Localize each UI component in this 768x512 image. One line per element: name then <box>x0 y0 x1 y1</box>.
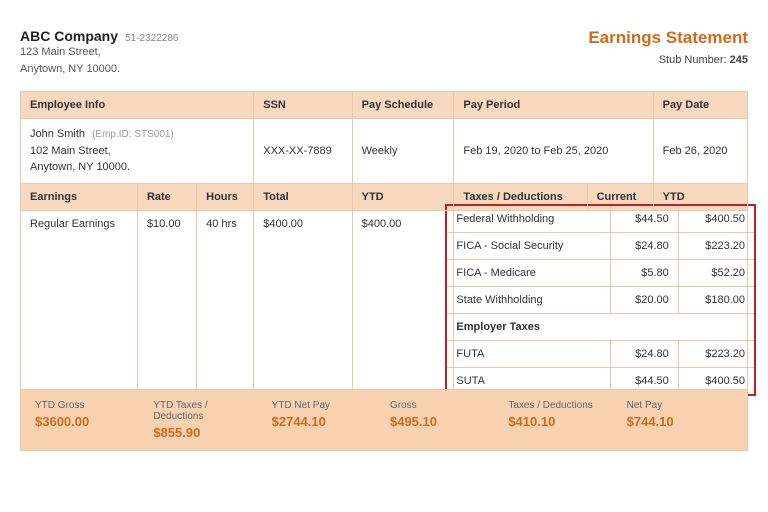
stub-label: Stub Number: <box>659 54 727 66</box>
earn-label: Regular Earnings <box>21 210 138 389</box>
hdr-ssn: SSN <box>254 92 352 119</box>
summary-value: $744.10 <box>627 414 733 429</box>
summary-label: Gross <box>390 400 496 411</box>
table-row: FICA - Social Security $24.80 $223.20 <box>446 232 755 259</box>
tax-ytd: $223.20 <box>678 232 755 259</box>
tax-label: FICA - Medicare <box>446 259 610 286</box>
company-block: ABC Company 51-2322286 123 Main Street, … <box>20 28 178 77</box>
hdr-rate: Rate <box>137 183 196 210</box>
tax-label: Federal Withholding <box>446 205 610 233</box>
table-row: FUTA $24.80 $223.20 <box>446 340 755 367</box>
hdr-period: Pay Period <box>454 92 653 119</box>
summary-label: YTD Net Pay <box>272 400 378 411</box>
tax-table: Federal Withholding $44.50 $400.50 FICA … <box>445 204 756 396</box>
employer-taxes-header: Employer Taxes <box>446 313 755 340</box>
ssn-value: XXX-XX-7889 <box>254 119 352 184</box>
tax-ytd: $400.50 <box>678 205 755 233</box>
hdr-ytd: YTD <box>352 183 454 210</box>
paystub-table: Employee Info SSN Pay Schedule Pay Perio… <box>20 91 748 390</box>
summary-value: $410.10 <box>508 414 614 429</box>
table-row: FICA - Medicare $5.80 $52.20 <box>446 259 755 286</box>
summary-value: $855.90 <box>153 425 259 440</box>
hdr-hours: Hours <box>197 183 254 210</box>
table-row: Federal Withholding $44.50 $400.50 <box>446 205 755 233</box>
summary-row: YTD Gross $3600.00 YTD Taxes / Deduction… <box>20 390 748 451</box>
earn-total: $400.00 <box>254 210 352 389</box>
summary-label: Net Pay <box>627 400 733 411</box>
statement-title: Earnings Statement <box>588 28 748 48</box>
date-value: Feb 26, 2020 <box>653 119 747 184</box>
summary-label: YTD Gross <box>35 400 141 411</box>
tax-ytd: $52.20 <box>678 259 755 286</box>
company-addr2: Anytown, NY 10000. <box>20 61 178 78</box>
summary-value: $3600.00 <box>35 414 141 429</box>
hdr-schedule: Pay Schedule <box>352 92 454 119</box>
tax-ytd: $223.20 <box>678 340 755 367</box>
hdr-total: Total <box>254 183 352 210</box>
company-name: ABC Company <box>20 28 118 44</box>
stub-line: Stub Number: 245 <box>588 54 748 66</box>
header: ABC Company 51-2322286 123 Main Street, … <box>20 28 748 77</box>
summary-value: $495.10 <box>390 414 496 429</box>
stub-number: 245 <box>730 54 748 66</box>
employee-name: John Smith <box>30 128 85 140</box>
employee-cell: John Smith (Emp.ID: STS001) 102 Main Str… <box>21 119 254 184</box>
earn-rate: $10.00 <box>137 210 196 389</box>
period-value: Feb 19, 2020 to Feb 25, 2020 <box>454 119 653 184</box>
company-id: 51-2322286 <box>125 33 178 44</box>
tax-label: FUTA <box>446 340 610 367</box>
tax-current: $5.80 <box>610 259 678 286</box>
table-row: State Withholding $20.00 $180.00 <box>446 286 755 313</box>
company-addr1: 123 Main Street, <box>20 44 178 61</box>
employee-addr1: 102 Main Street, <box>30 145 111 157</box>
schedule-value: Weekly <box>352 119 454 184</box>
summary-label: Taxes / Deductions <box>508 400 614 411</box>
table-row: Employer Taxes <box>446 313 755 340</box>
hdr-date: Pay Date <box>653 92 747 119</box>
tax-current: $44.50 <box>610 205 678 233</box>
summary-ytd-taxes: YTD Taxes / Deductions $855.90 <box>147 400 265 440</box>
employee-addr2: Anytown, NY 10000. <box>30 161 130 173</box>
tax-ytd: $180.00 <box>678 286 755 313</box>
summary-net: Net Pay $744.10 <box>621 400 739 440</box>
summary-taxes: Taxes / Deductions $410.10 <box>502 400 620 440</box>
summary-ytd-gross: YTD Gross $3600.00 <box>29 400 147 440</box>
tax-label: State Withholding <box>446 286 610 313</box>
employee-id: (Emp.ID: STS001) <box>92 129 174 140</box>
hdr-employee: Employee Info <box>21 92 254 119</box>
statement-block: Earnings Statement Stub Number: 245 <box>588 28 748 77</box>
earn-hours: 40 hrs <box>197 210 254 389</box>
summary-ytd-net: YTD Net Pay $2744.10 <box>266 400 384 440</box>
hdr-earnings: Earnings <box>21 183 138 210</box>
summary-value: $2744.10 <box>272 414 378 429</box>
tax-cell: Federal Withholding $44.50 $400.50 FICA … <box>454 210 748 389</box>
tax-current: $24.80 <box>610 232 678 259</box>
earn-ytd: $400.00 <box>352 210 454 389</box>
summary-label: YTD Taxes / Deductions <box>153 400 259 422</box>
summary-gross: Gross $495.10 <box>384 400 502 440</box>
tax-label: FICA - Social Security <box>446 232 610 259</box>
tax-current: $20.00 <box>610 286 678 313</box>
tax-current: $24.80 <box>610 340 678 367</box>
